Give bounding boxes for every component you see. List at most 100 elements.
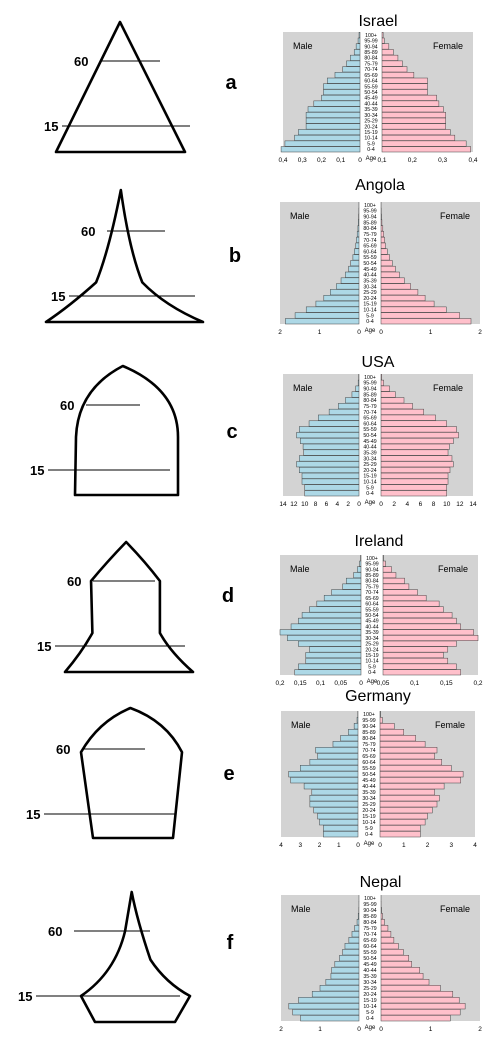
female-bar <box>380 443 450 450</box>
x-tick-label: 0 <box>378 842 382 849</box>
age-label-column <box>361 555 383 675</box>
male-bar <box>309 606 362 613</box>
female-label: Female <box>440 211 470 221</box>
female-bar <box>381 134 456 141</box>
female-bar <box>382 640 457 647</box>
chart-title: Nepal <box>360 874 402 891</box>
age-group-label: 80-84 <box>363 920 376 926</box>
age-group-label: 25-29 <box>363 462 376 468</box>
female-bar <box>381 66 408 73</box>
female-bar <box>379 813 428 820</box>
age-group-label: 0-4 <box>367 147 375 153</box>
female-bar <box>380 979 430 986</box>
age-group-label: 35-39 <box>364 107 377 113</box>
male-bar <box>355 43 361 50</box>
male-bar <box>355 385 360 392</box>
x-tick-label: 0,05 <box>334 680 347 687</box>
x-tick-label: 2 <box>279 1026 283 1033</box>
x-tick-label: 0 <box>359 680 363 687</box>
female-bar <box>380 913 383 920</box>
age-group-label: 65-69 <box>365 596 378 602</box>
female-bar <box>381 140 467 147</box>
age-group-label: 100+ <box>366 556 378 562</box>
male-bar <box>323 89 361 96</box>
age-group-label: 75-79 <box>362 742 375 748</box>
age-group-label: 5-9 <box>365 826 373 832</box>
age-group-label: 65-69 <box>363 244 376 250</box>
female-bar <box>382 583 410 590</box>
x-tick-label: 0,15 <box>440 680 453 687</box>
x-tick-label: 2 <box>426 842 430 849</box>
pyramid-outline: 60 15 <box>44 188 205 324</box>
population-chart: Germany0-45-910-1415-1920-2425-2930-3435… <box>279 688 477 849</box>
age-group-label: 0-4 <box>366 319 374 325</box>
male-bar <box>353 49 361 56</box>
x-tick-label: 0,15 <box>294 680 307 687</box>
age-group-label: 70-74 <box>362 748 375 754</box>
female-bar <box>380 408 424 415</box>
female-bar <box>380 1009 461 1016</box>
age-group-label: 55-59 <box>363 950 376 956</box>
female-bar <box>380 973 424 980</box>
male-bar <box>345 271 360 278</box>
male-bar <box>323 83 361 90</box>
female-bar <box>379 771 464 778</box>
age-15-label: 15 <box>30 463 44 478</box>
x-tick-label: 2 <box>392 501 396 508</box>
age-label-column <box>359 374 381 496</box>
pyramid-outline: 60 15 <box>37 540 195 674</box>
male-bar <box>301 612 362 619</box>
age-group-label: 65-69 <box>362 754 375 760</box>
age-group-label: 30-34 <box>363 456 376 462</box>
male-bar <box>342 949 360 956</box>
population-row: 60 15 b Angola 0-45-910-1415-1920-2425-2930-… <box>44 177 482 336</box>
male-bar <box>305 123 361 130</box>
male-bar <box>356 236 360 243</box>
age-group-label: 10-14 <box>363 480 376 486</box>
chart-title: USA <box>362 354 395 371</box>
age-group-label: 70-74 <box>363 932 376 938</box>
female-bar <box>381 83 428 90</box>
male-bar <box>336 283 360 290</box>
x-tick-label: 1 <box>318 1026 322 1033</box>
x-tick-label: 0,1 <box>316 680 325 687</box>
male-bar <box>294 312 360 319</box>
female-label: Female <box>433 41 463 51</box>
age-group-label: 60-64 <box>364 79 377 85</box>
age-group-label: 15-19 <box>363 474 376 480</box>
female-label: Female <box>435 720 465 730</box>
age-group-label: 0-4 <box>365 832 373 838</box>
age-group-label: 35-39 <box>362 790 375 796</box>
male-bar <box>359 560 362 567</box>
age-group-label: 70-74 <box>363 238 376 244</box>
age-15-label: 15 <box>51 289 65 304</box>
female-bar <box>382 623 461 630</box>
age-group-label: 95-99 <box>363 381 376 387</box>
female-bar <box>381 49 394 56</box>
male-bar <box>305 652 362 659</box>
age-group-label: 85-89 <box>364 50 377 56</box>
age-group-label: 75-79 <box>363 404 376 410</box>
age-axis-label: Age <box>366 156 377 162</box>
age-label-column <box>359 895 381 1021</box>
male-bar <box>356 231 360 238</box>
male-bar <box>296 432 360 439</box>
female-bar <box>381 54 399 61</box>
female-bar <box>382 577 405 584</box>
male-bar <box>305 306 360 313</box>
age-group-label: 50-54 <box>362 772 375 778</box>
x-tick-label: 0,4 <box>278 157 287 164</box>
age-group-label: 90-94 <box>363 908 376 914</box>
age-group-label: 45-49 <box>363 439 376 445</box>
population-chart: Nepal 0-45-910-1415-1920-2425-2930-3435-3… <box>279 874 482 1033</box>
male-label: Male <box>290 211 310 221</box>
age-group-label: 80-84 <box>362 736 375 742</box>
age-group-label: 55-59 <box>363 255 376 261</box>
male-bar <box>357 225 360 232</box>
male-bar <box>290 777 359 784</box>
population-chart: Angola 0-45-910-1415-1920-2425-2930-3435-… <box>278 177 482 336</box>
age-group-label: 45-49 <box>363 962 376 968</box>
age-group-label: 75-79 <box>365 584 378 590</box>
age-group-label: 5-9 <box>366 313 374 319</box>
x-tick-label: 0,2 <box>275 680 284 687</box>
